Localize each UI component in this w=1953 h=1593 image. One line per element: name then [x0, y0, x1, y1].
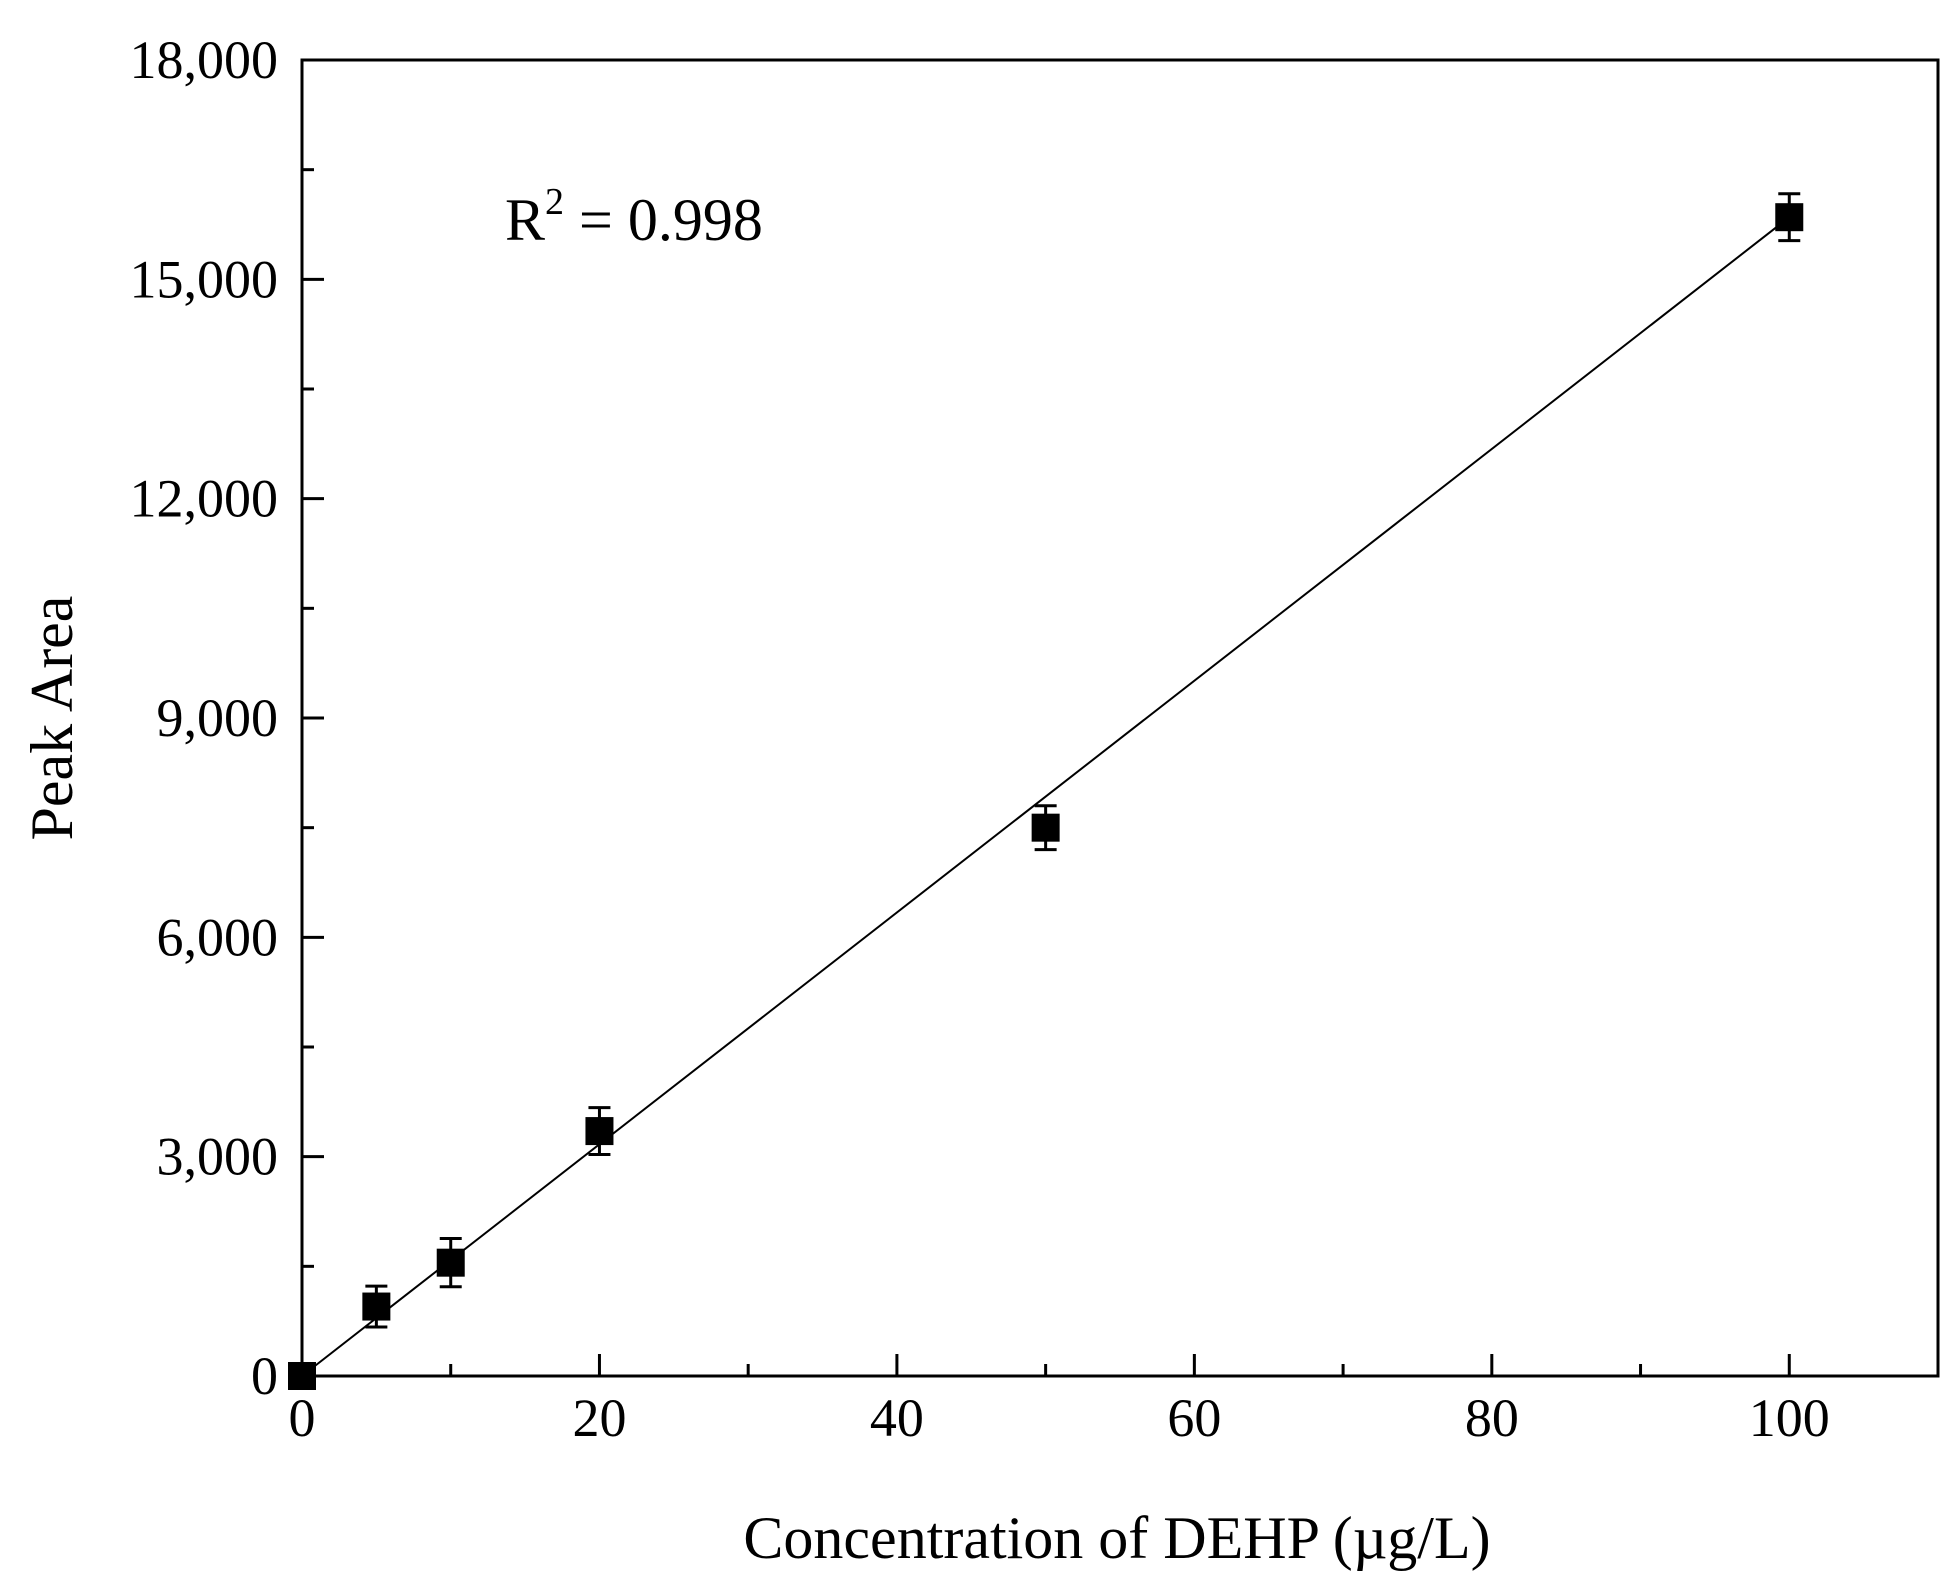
- data-point: [288, 1362, 316, 1390]
- x-tick-label: 60: [1167, 1388, 1221, 1448]
- y-tick-label: 12,000: [130, 469, 279, 529]
- y-tick-label: 18,000: [130, 30, 279, 90]
- r2-exponent: 2: [545, 181, 564, 223]
- r2-value: = 0.998: [564, 187, 763, 253]
- data-point: [436, 1248, 465, 1277]
- y-axis-title: Peak Area: [19, 596, 85, 841]
- y-tick-label: 3,000: [157, 1127, 279, 1187]
- x-tick-label: 40: [870, 1388, 924, 1448]
- data-series: [288, 192, 1804, 1390]
- y-tick-label: 0: [251, 1346, 278, 1406]
- y-tick-label: 9,000: [157, 688, 279, 748]
- x-tick-label: 100: [1749, 1388, 1830, 1448]
- r-squared-annotation: R2 = 0.998: [505, 181, 763, 253]
- plot-frame: [300, 58, 1940, 1378]
- r2-base: R: [505, 187, 545, 253]
- y-axis: 0 3,000 6,000 9,000 12,000 15,000 18,000: [130, 30, 324, 1406]
- data-point: [1031, 813, 1060, 842]
- x-tick-label: 80: [1465, 1388, 1519, 1448]
- data-point: [1775, 203, 1804, 232]
- y-tick-label: 6,000: [157, 907, 279, 967]
- y-tick-label: 15,000: [130, 249, 279, 309]
- x-axis-title: Concentration of DEHP (µg/L): [743, 1505, 1490, 1571]
- x-axis: 0 20 40 60 80 100: [289, 1354, 1940, 1448]
- x-tick-label: 0: [289, 1388, 316, 1448]
- data-point: [362, 1292, 391, 1321]
- x-tick-label: 20: [572, 1388, 626, 1448]
- data-point: [585, 1117, 614, 1146]
- regression-line: [301, 216, 1790, 1377]
